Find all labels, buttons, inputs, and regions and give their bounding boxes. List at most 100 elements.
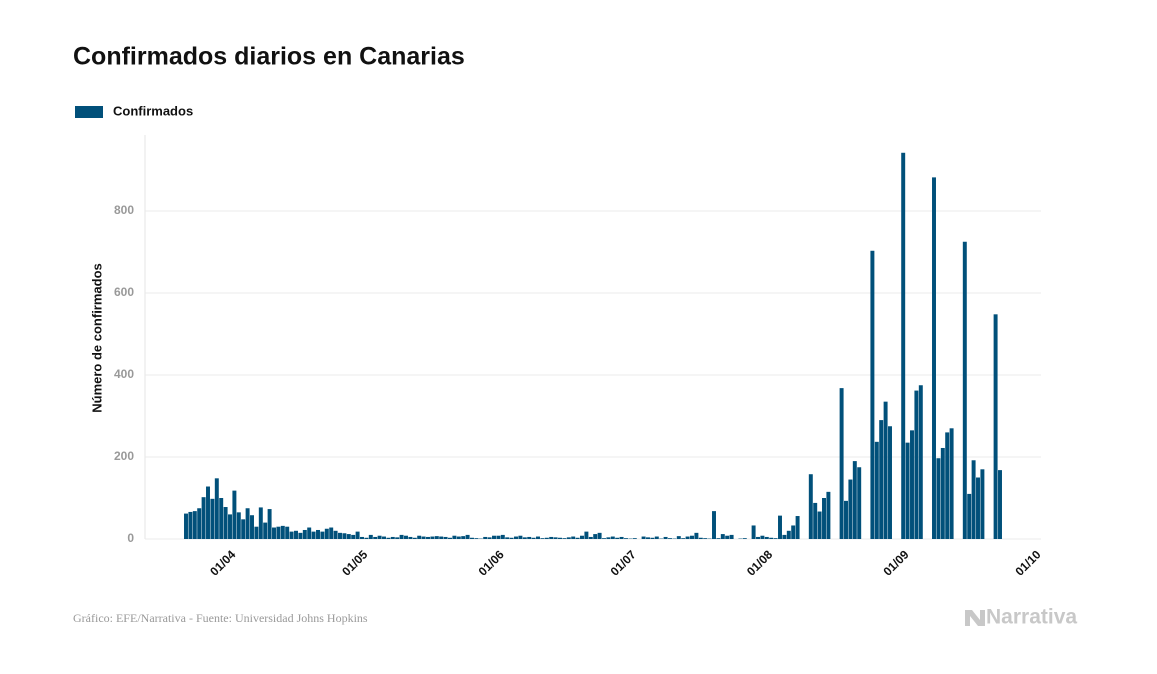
bar (267, 509, 272, 539)
bar (945, 432, 950, 539)
bar (751, 525, 756, 539)
bar (575, 537, 580, 539)
bar (509, 537, 514, 539)
bar (848, 479, 853, 539)
x-tick-label: 01/06 (476, 547, 507, 578)
bar (426, 536, 430, 539)
bar (580, 535, 584, 539)
bar (201, 497, 206, 539)
bar (302, 529, 307, 539)
x-tick-label: 01/08 (744, 547, 775, 578)
bar (676, 536, 681, 539)
bar (434, 536, 439, 539)
bar (641, 536, 646, 539)
bar (993, 314, 998, 539)
bar (562, 538, 567, 539)
bar (364, 537, 369, 539)
bar (236, 512, 241, 539)
bar (566, 537, 571, 539)
bar (729, 534, 734, 539)
bar (184, 513, 188, 539)
bar (514, 536, 518, 539)
bar (936, 458, 941, 539)
bar (808, 474, 813, 539)
bar (756, 536, 760, 539)
bar (536, 536, 540, 539)
bar (373, 536, 378, 539)
bar (500, 534, 505, 539)
bar (320, 531, 325, 539)
bar (404, 535, 408, 539)
bar (685, 536, 690, 539)
bar (549, 536, 554, 539)
bar (461, 536, 466, 539)
bar (703, 538, 708, 539)
bar (602, 538, 606, 539)
bar (527, 536, 532, 539)
bar (712, 511, 716, 539)
bar (188, 511, 193, 539)
bar (272, 527, 276, 539)
bar (408, 536, 413, 539)
bar (593, 534, 598, 539)
bar (905, 442, 910, 539)
bar (298, 532, 303, 539)
bar (210, 498, 215, 539)
chart-title: Confirmados diarios en Canarias (73, 43, 465, 71)
bar (826, 491, 831, 539)
bar (531, 537, 536, 539)
x-tick-label: 01/07 (608, 547, 639, 578)
bar (470, 537, 474, 539)
bar (280, 525, 285, 539)
legend-swatch (75, 106, 103, 118)
bar (206, 486, 210, 539)
bar (962, 241, 967, 539)
bar (786, 530, 791, 539)
bar (540, 538, 545, 539)
bar (967, 493, 972, 539)
bar (588, 536, 593, 539)
bar (390, 536, 395, 539)
bar (351, 534, 356, 539)
bar (505, 537, 510, 539)
bar (417, 535, 422, 539)
bar (650, 537, 655, 539)
bar (558, 537, 562, 539)
bar (452, 535, 457, 539)
bar (764, 536, 769, 539)
bar (610, 536, 615, 539)
bar (901, 152, 906, 539)
bar (219, 498, 224, 539)
bar (289, 531, 294, 539)
x-tick-label: 01/09 (880, 547, 911, 578)
bar (694, 532, 699, 539)
y-axis-title: Número de confirmados (89, 263, 104, 413)
bar (368, 534, 373, 539)
bar (769, 537, 774, 539)
bar (399, 534, 404, 539)
y-tick-label: 0 (127, 531, 134, 545)
bar (338, 532, 342, 539)
legend-label: Confirmados (113, 103, 193, 118)
bar (329, 527, 334, 539)
bar (852, 461, 857, 539)
bar (918, 385, 923, 539)
bar (839, 388, 844, 539)
bar (474, 538, 479, 539)
bar (716, 538, 721, 539)
bar (690, 535, 694, 539)
logo: Narrativa (965, 606, 1077, 629)
bar (421, 536, 426, 539)
bar (654, 536, 659, 539)
bar (355, 531, 360, 539)
bar (456, 536, 461, 539)
bar (720, 534, 725, 539)
x-tick-label: 01/10 (1012, 547, 1043, 578)
bar (430, 536, 435, 539)
bar (483, 536, 488, 539)
logo-text: Narrativa (986, 606, 1077, 629)
bar (324, 528, 329, 539)
bar (377, 535, 382, 539)
y-tick-label: 800 (114, 203, 134, 217)
